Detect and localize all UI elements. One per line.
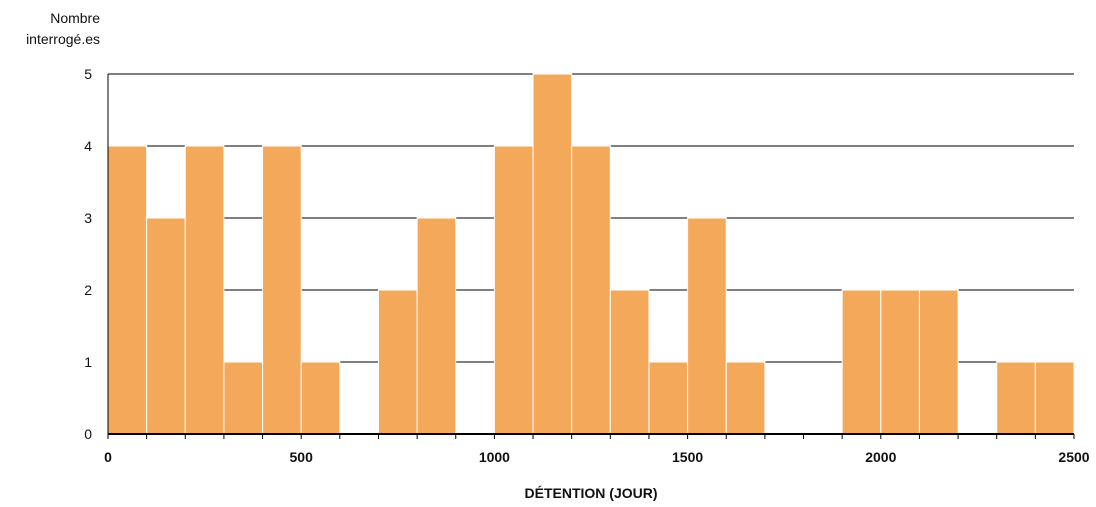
y-axis-label: Nombre interrogé.es — [0, 8, 100, 50]
y-tick-label: 4 — [84, 138, 92, 154]
y-tick-label: 0 — [84, 426, 92, 442]
bar-16 — [725, 361, 766, 435]
bar-0 — [107, 145, 148, 435]
y-tick-label: 2 — [84, 282, 92, 298]
bar-24 — [1034, 361, 1075, 435]
bar-15 — [687, 217, 727, 435]
bar-23 — [996, 361, 1036, 435]
x-tick-label: 500 — [290, 449, 314, 465]
bars — [107, 73, 1075, 435]
bar-12 — [571, 145, 611, 435]
bar-2 — [184, 145, 225, 435]
x-tick-labels: 0 500 1000 1500 2000 2500 — [104, 449, 1090, 465]
x-axis-label: DÉTENTION (JOUR) — [524, 485, 658, 501]
bar-13 — [609, 289, 650, 435]
y-tick-labels: 0 1 2 3 4 5 — [84, 66, 92, 442]
axes — [107, 74, 1075, 439]
bar-10 — [493, 145, 534, 435]
bar-3 — [223, 361, 264, 435]
bar-20 — [880, 289, 920, 435]
bar-14 — [648, 361, 689, 435]
x-tick-label: 2500 — [1058, 449, 1089, 465]
bar-11 — [532, 73, 573, 435]
y-tick-label: 3 — [84, 210, 92, 226]
x-tick-label: 1000 — [479, 449, 510, 465]
x-tick-label: 1500 — [672, 449, 703, 465]
y-axis-label-line-1: Nombre — [50, 10, 100, 26]
bar-8 — [416, 217, 457, 435]
bar-7 — [377, 289, 418, 435]
bar-1 — [146, 217, 186, 435]
x-tick-label: 0 — [104, 449, 112, 465]
bar-19 — [841, 289, 882, 435]
bar-21 — [918, 289, 959, 435]
y-axis-label-line-2: interrogé.es — [26, 31, 100, 47]
bar-4 — [262, 145, 302, 435]
x-tick-label: 2000 — [865, 449, 896, 465]
y-tick-label: 1 — [84, 354, 92, 370]
y-tick-label: 5 — [84, 66, 92, 82]
bar-5 — [300, 361, 341, 435]
